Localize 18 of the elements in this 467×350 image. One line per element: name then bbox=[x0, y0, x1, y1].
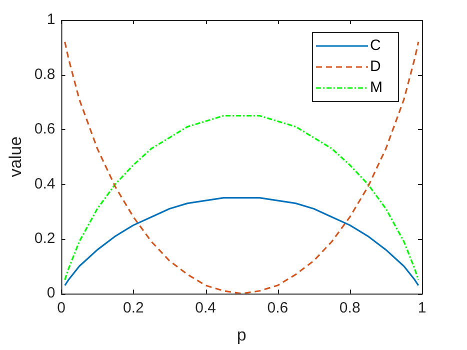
y-axis-title: value bbox=[6, 136, 25, 178]
x-tick-label: 0.2 bbox=[122, 300, 144, 317]
y-tick-label: 0 bbox=[46, 284, 56, 302]
y-tick-label: 1 bbox=[46, 11, 56, 28]
x-tick-label: 1 bbox=[418, 300, 426, 317]
line-series bbox=[64, 114, 420, 281]
x-tick-label: 0.6 bbox=[267, 300, 288, 317]
legend-label: C bbox=[370, 37, 381, 54]
x-tick-label: 0.8 bbox=[339, 300, 360, 317]
legend-label: M bbox=[370, 79, 382, 96]
x-axis-title: p bbox=[236, 325, 246, 344]
y-tick-label: 0.2 bbox=[34, 230, 56, 248]
y-tick-label: 0.6 bbox=[34, 120, 56, 138]
x-tick-label: 0.4 bbox=[195, 300, 216, 317]
y-tick-label: 0.8 bbox=[34, 66, 56, 83]
line-series bbox=[64, 41, 420, 294]
y-tick-label: 0.4 bbox=[34, 175, 56, 192]
legend-label: D bbox=[370, 58, 381, 76]
